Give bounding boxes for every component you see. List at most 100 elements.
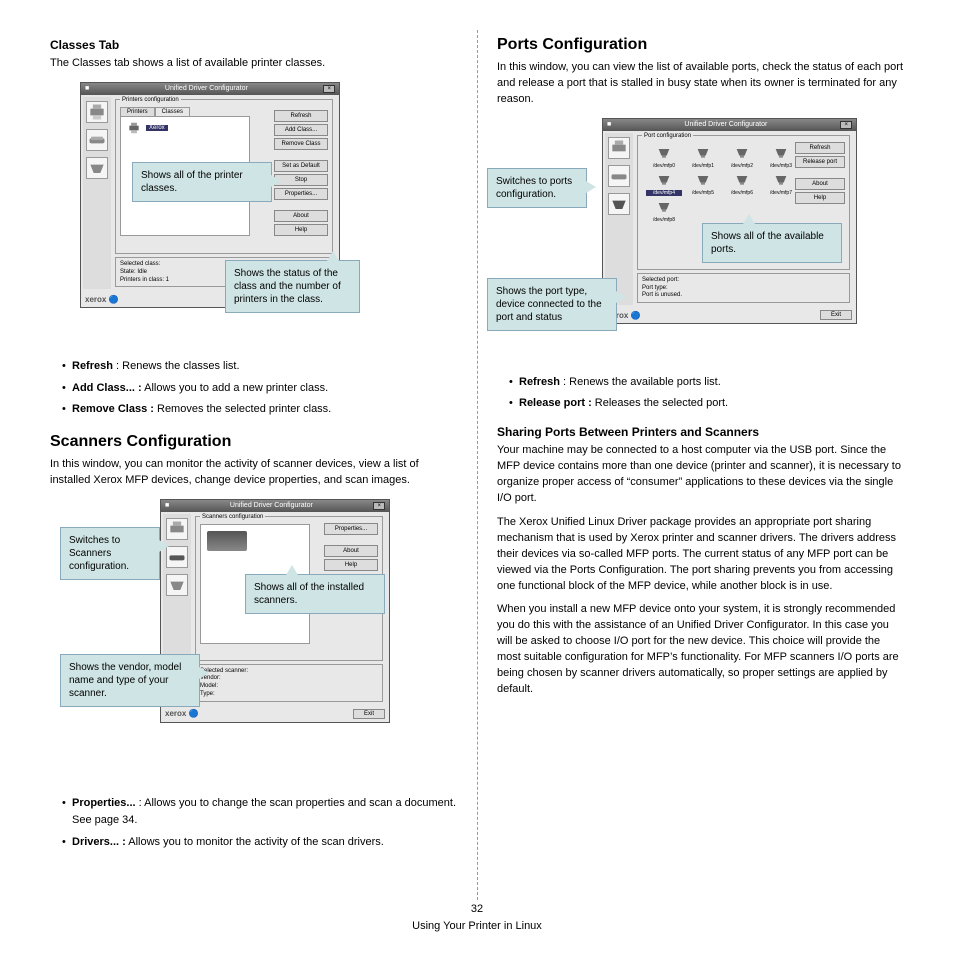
stop-button[interactable]: Stop (274, 174, 328, 186)
callout-shows-status: Shows the status of the class and the nu… (225, 260, 360, 313)
set-default-button[interactable]: Set as Default (274, 160, 328, 172)
dialog-titlebar: ■ Unified Driver Configurator × (603, 119, 856, 131)
tab-printers[interactable]: Printers (120, 107, 155, 116)
refresh-button[interactable]: Refresh (274, 110, 328, 122)
ports-heading: Ports Configuration (497, 36, 904, 54)
refresh-button[interactable]: Refresh (795, 142, 845, 154)
title-dot: ■ (607, 121, 611, 128)
close-icon[interactable]: × (373, 502, 385, 510)
sharing-heading: Sharing Ports Between Printers and Scann… (497, 425, 904, 439)
tab-classes[interactable]: Classes (155, 107, 190, 116)
help-button[interactable]: Help (324, 559, 378, 571)
dialog-title: Unified Driver Configurator (165, 85, 248, 92)
port-item[interactable]: /dev/mfp1 (685, 145, 721, 169)
classes-bullets: Refresh : Renews the classes list. Add C… (50, 358, 457, 419)
scanners-heading: Scanners Configuration (50, 433, 457, 451)
port-item[interactable]: /dev/mfp3 (763, 145, 799, 169)
port-item[interactable]: /dev/mfp2 (724, 145, 760, 169)
add-class-button[interactable]: Add Class... (274, 124, 328, 136)
title-dot: ■ (85, 85, 89, 92)
group-title: Scanners configuration (200, 514, 265, 520)
scanner-icon[interactable] (166, 546, 188, 568)
list-item: Remove Class : Removes the selected prin… (62, 401, 457, 419)
dialog-title: Unified Driver Configurator (684, 121, 767, 128)
callout-shows-vendor: Shows the vendor, model name and type of… (60, 654, 200, 707)
release-port-button[interactable]: Release port (795, 156, 845, 168)
callout-shows-ports: Shows all of the available ports. (702, 223, 842, 263)
printer-icon[interactable] (166, 518, 188, 540)
sharing-p2: The Xerox Unified Linux Driver package p… (497, 515, 904, 595)
port-item[interactable]: /dev/mfp7 (763, 172, 799, 196)
dialog-titlebar: ■ Unified Driver Configurator × (161, 500, 389, 512)
properties-button[interactable]: Properties... (324, 523, 378, 535)
selected-class-state: State: Idle (120, 269, 147, 275)
list-item: Properties... : Allows you to change the… (62, 795, 457, 830)
port-icon[interactable] (166, 574, 188, 596)
help-button[interactable]: Help (274, 224, 328, 236)
page-footer: 32 Using Your Printer in Linux (0, 901, 954, 936)
list-item: Release port : Releases the selected por… (509, 395, 904, 413)
page-number: 32 (0, 901, 954, 919)
callout-switch-ports: Switches to ports configuration. (487, 168, 587, 208)
printer-icon[interactable] (86, 101, 108, 123)
port-item[interactable]: /dev/mfp0 (646, 145, 682, 169)
about-button[interactable]: About (795, 178, 845, 190)
callout-shows-classes: Shows all of the printer classes. (132, 162, 272, 202)
classes-intro: The Classes tab shows a list of availabl… (50, 56, 457, 72)
dialog-sidebar (83, 97, 111, 289)
list-item: Add Class... : Allows you to add a new p… (62, 380, 457, 398)
selected-scanner-group: Selected scanner: Vendor: Model: Type: (195, 664, 383, 702)
dialog-title: Unified Driver Configurator (230, 502, 313, 509)
group-title: Printers configuration (120, 97, 181, 103)
list-item: Refresh : Renews the available ports lis… (509, 374, 904, 392)
port-item[interactable]: /dev/mfp5 (685, 172, 721, 196)
close-icon[interactable]: × (840, 121, 852, 129)
port-item[interactable]: /dev/mfp6 (724, 172, 760, 196)
class-list-item[interactable]: Xerox (125, 121, 245, 135)
close-icon[interactable]: × (323, 85, 335, 93)
list-item: Drivers... : Allows you to monitor the a… (62, 834, 457, 852)
selected-class-label: Selected class: (120, 261, 160, 267)
sharing-p1: Your machine may be connected to a host … (497, 443, 904, 507)
port-icon[interactable] (86, 157, 108, 179)
classes-figure: ■ Unified Driver Configurator × Printers… (80, 82, 360, 342)
column-divider (477, 30, 478, 900)
callout-shows-port-type: Shows the port type, device connected to… (487, 278, 617, 331)
about-button[interactable]: About (324, 545, 378, 557)
scanner-item-icon[interactable] (207, 531, 247, 551)
scanners-intro: In this window, you can monitor the acti… (50, 457, 457, 489)
help-button[interactable]: Help (795, 192, 845, 204)
about-button[interactable]: About (274, 210, 328, 222)
exit-button[interactable]: Exit (820, 310, 852, 320)
sharing-p3: When you install a new MFP device onto y… (497, 602, 904, 698)
group-title: Port configuration (642, 133, 693, 139)
left-column: Classes Tab The Classes tab shows a list… (50, 30, 457, 900)
selected-port-label: Selected port: (642, 277, 679, 283)
right-column: Ports Configuration In this window, you … (497, 30, 904, 900)
port-item[interactable]: /dev/mfp4 (646, 172, 682, 196)
sel-model: Model: (200, 683, 218, 689)
sel-port-unused: Port is unused. (642, 292, 682, 298)
printer-icon[interactable] (608, 137, 630, 159)
properties-button[interactable]: Properties... (274, 188, 328, 200)
dialog-titlebar: ■ Unified Driver Configurator × (81, 83, 339, 95)
ports-dialog: ■ Unified Driver Configurator × Port con… (602, 118, 857, 324)
scanner-icon[interactable] (608, 165, 630, 187)
port-icon[interactable] (608, 193, 630, 215)
selected-class-count: Printers in class: 1 (120, 277, 169, 283)
selected-port-group: Selected port: Port type: Port is unused… (637, 273, 850, 303)
xerox-logo: xerox 🔵 (85, 295, 119, 304)
sel-type: Type: (200, 691, 215, 697)
scanner-icon[interactable] (86, 129, 108, 151)
sel-port-type: Port type: (642, 285, 668, 291)
callout-switch-scanners: Switches to Scanners configuration. (60, 527, 160, 580)
xerox-logo: xerox 🔵 (165, 709, 199, 718)
exit-button[interactable]: Exit (353, 709, 385, 719)
remove-class-button[interactable]: Remove Class (274, 138, 328, 150)
scanners-bullets: Properties... : Allows you to change the… (50, 795, 457, 852)
scanners-figure: ■ Unified Driver Configurator × Scanners… (60, 499, 390, 779)
class-item-label: Xerox (146, 125, 168, 131)
list-item: Refresh : Renews the classes list. (62, 358, 457, 376)
ports-intro: In this window, you can view the list of… (497, 60, 904, 108)
port-item[interactable]: /dev/mfp8 (646, 199, 682, 223)
